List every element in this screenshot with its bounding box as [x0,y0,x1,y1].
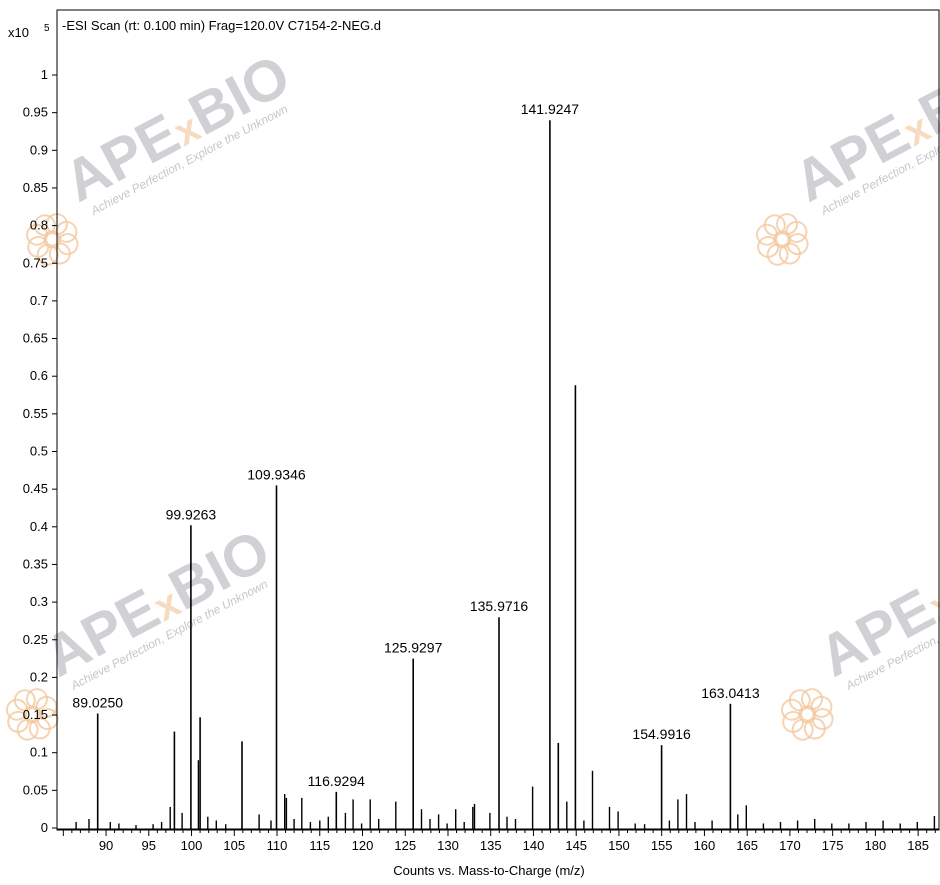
y-tick-label: 0.2 [30,669,48,684]
y-tick-label: 0.9 [30,142,48,157]
x-tick-label: 110 [267,838,288,853]
y-tick-label: 0 [41,820,48,835]
x-tick-label: 155 [651,838,673,853]
y-tick-label: 0.45 [23,481,48,496]
y-multiplier-exponent: 5 [44,23,50,34]
flower-logo-icon [6,688,59,741]
x-tick-label: 95 [142,838,156,853]
peak-label: 109.9346 [247,466,306,482]
x-tick-label: 130 [437,838,459,853]
x-tick-label: 180 [865,838,887,853]
y-tick-label: 0.65 [23,331,48,346]
y-tick-label: 0.3 [30,594,48,609]
chart-title: -ESI Scan (rt: 0.100 min) Frag=120.0V C7… [62,18,381,33]
x-tick-label: 160 [694,838,716,853]
watermark-brand: APExBIO [54,42,301,214]
x-tick-label: 145 [565,838,587,853]
y-tick-label: 0.95 [23,105,48,120]
y-tick-label: 0.5 [30,444,48,459]
y-multiplier-base: x10 [8,25,29,40]
peak-label: 125.9297 [384,640,443,656]
peak-label: 135.9716 [470,598,529,614]
y-tick-label: 0.05 [23,782,48,797]
peak-label: 163.0413 [701,685,760,701]
y-tick-label: 0.75 [23,255,48,270]
watermark-brand: APExBIO [34,517,281,689]
x-tick-label: 105 [223,838,245,853]
x-tick-label: 120 [352,838,374,853]
y-axis: 0 0.05 0.1 0.15 0.2 0.25 0.3 0.35 0.4 0.45 0.5 0.55… [23,67,57,835]
x-tick-label: 100 [181,838,203,853]
y-tick-label: 0.8 [30,218,48,233]
x-tick-label: 185 [907,838,929,853]
x-tick-label: 150 [608,838,630,853]
y-tick-label: 0.1 [30,745,48,760]
x-axis: 90 95 100 105 110 115 120 125 130 135 140 145 150 155… [62,830,936,853]
peak-series [57,120,939,830]
x-tick-label: 125 [394,838,416,853]
y-tick-label: 0.35 [23,556,48,571]
x-tick-label: 90 [99,838,113,853]
y-tick-label: 0.25 [23,632,48,647]
x-tick-label: 165 [736,838,758,853]
x-tick-label: 115 [309,838,330,853]
peak-label: 154.9916 [632,726,691,742]
x-tick-label: 135 [480,838,502,853]
y-tick-label: 0.55 [23,406,48,421]
peak-label: 89.0250 [72,695,123,711]
flower-logo-icon [781,688,834,741]
y-tick-label: 0.7 [30,293,48,308]
x-tick-label: 170 [779,838,801,853]
x-tick-label: 175 [822,838,844,853]
y-tick-label: 0.85 [23,180,48,195]
peak-label: 116.9294 [308,773,366,789]
peak-label: 99.9263 [166,506,217,522]
y-tick-label: 0.6 [30,368,48,383]
y-tick-label: 1 [41,67,48,82]
x-axis-label: Counts vs. Mass-to-Charge (m/z) [393,863,584,878]
peak-label: 141.9247 [521,101,580,117]
y-tick-label: 0.4 [30,519,48,534]
y-tick-label: 0.15 [23,707,48,722]
plot-frame [56,9,940,831]
flower-logo-icon [756,213,809,266]
peak-labels: 89.0250 99.9263 109.9346 116.9294 125.9297 13… [72,101,759,789]
x-tick-label: 140 [523,838,545,853]
